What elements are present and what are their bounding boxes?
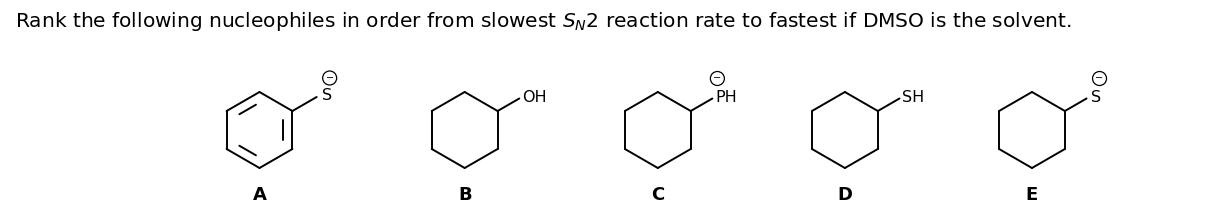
Text: E: E (1026, 186, 1038, 204)
Text: C: C (652, 186, 664, 204)
Text: A: A (252, 186, 267, 204)
Text: −: − (713, 73, 722, 84)
Text: S: S (321, 89, 332, 103)
Text: S: S (1091, 90, 1101, 105)
Text: PH: PH (716, 90, 737, 105)
Text: D: D (838, 186, 852, 204)
Text: OH: OH (523, 90, 547, 105)
Text: B: B (457, 186, 472, 204)
Text: −: − (1096, 73, 1103, 84)
Text: Rank the following nucleophiles in order from slowest $S_N$2 reaction rate to fa: Rank the following nucleophiles in order… (14, 10, 1072, 33)
Text: SH: SH (903, 90, 925, 105)
Text: −: − (326, 73, 333, 83)
